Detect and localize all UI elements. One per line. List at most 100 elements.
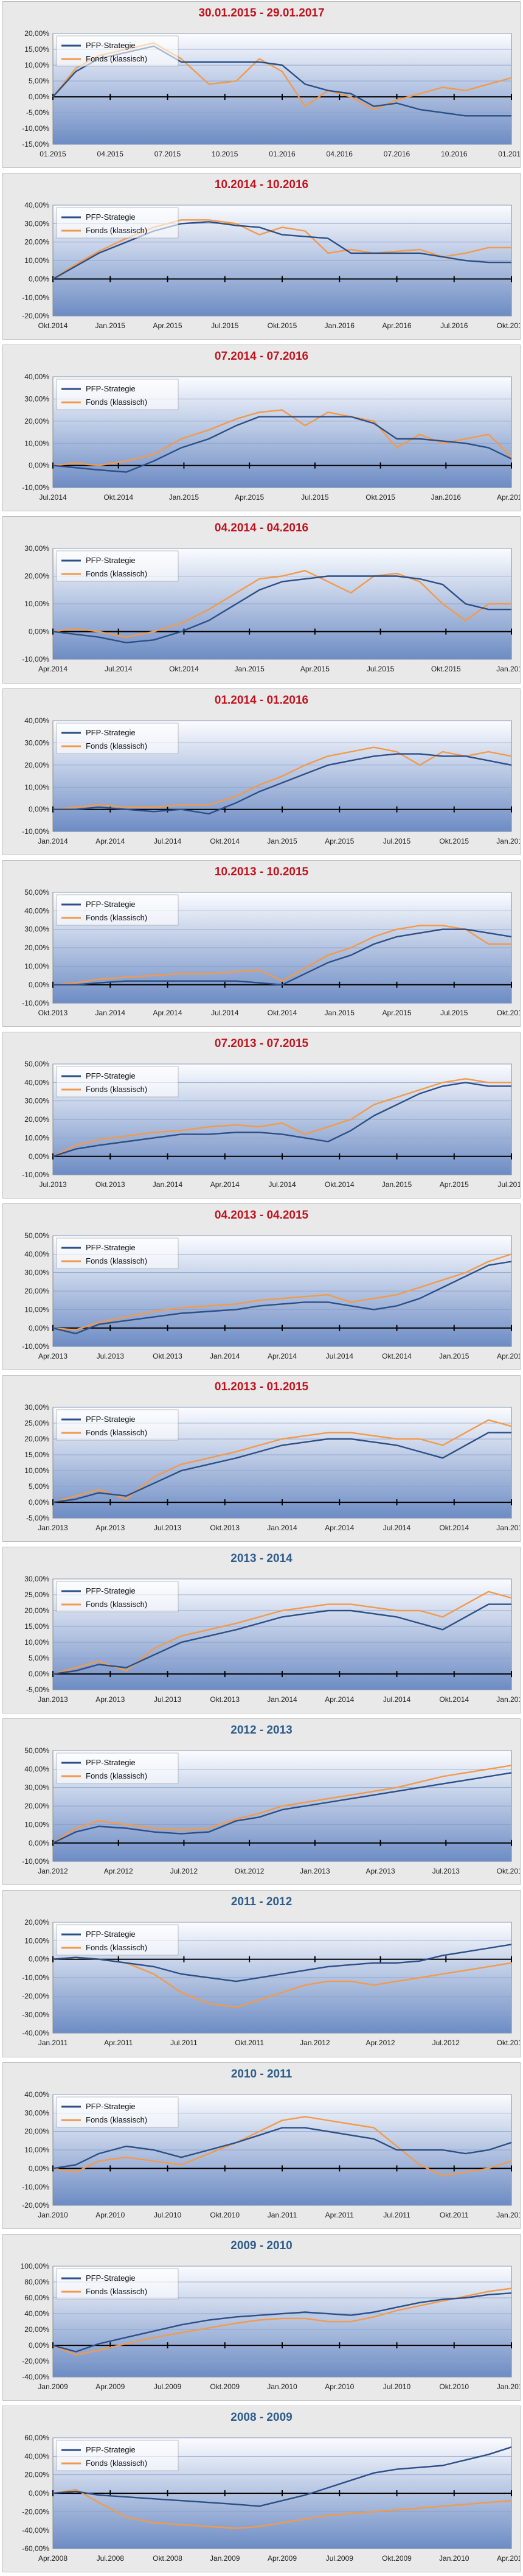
y-tick-label: 30,00%	[24, 544, 49, 553]
x-tick-label: Apr.2015	[440, 1180, 469, 1189]
y-tick-label: 0,00%	[29, 628, 49, 636]
y-tick-label: 40,00%	[24, 2090, 49, 2099]
x-tick-label: Apr.2010	[325, 2382, 354, 2391]
x-tick-label: Jul.2013	[154, 1695, 182, 1704]
y-tick-label: 15,00%	[24, 1451, 49, 1459]
y-tick-label: 10,00%	[24, 1133, 49, 1142]
x-tick-label: Jul.2015	[211, 321, 239, 330]
x-tick-label: Okt.2010	[439, 2382, 469, 2391]
legend-label-fonds: Fonds (klassisch)	[86, 741, 147, 751]
y-tick-label: 0,00%	[29, 1324, 49, 1332]
y-tick-label: 40,00%	[24, 373, 49, 381]
y-tick-label: 20,00%	[24, 29, 49, 38]
y-tick-label: -10,00%	[22, 827, 49, 836]
x-tick-label: Okt.2014	[38, 321, 68, 330]
x-tick-label: Apr.2015	[300, 665, 330, 674]
y-tick-label: 25,00%	[24, 1419, 49, 1427]
y-tick-label: 40,00%	[24, 201, 49, 209]
y-tick-label: 10,00%	[24, 962, 49, 970]
x-tick-label: Apr.2010	[497, 2554, 520, 2563]
series-line-pfp	[52, 2126, 512, 2169]
x-tick-label: Apr.2009	[95, 2382, 125, 2391]
y-tick-label: 0,00%	[29, 461, 49, 470]
x-tick-label: Okt.2014	[382, 1352, 412, 1360]
y-tick-label: 0,00%	[29, 805, 49, 813]
y-tick-label: 40,00%	[24, 1250, 49, 1258]
series-line-pfp	[52, 221, 511, 280]
x-tick-label: Jan.2016	[325, 321, 355, 330]
x-tick-label: Jan.2015	[234, 665, 265, 674]
x-tick-label: Jul.2010	[154, 2211, 182, 2219]
x-tick-label: Okt.2014	[325, 1180, 355, 1189]
series-line-pfp	[52, 1603, 511, 1675]
x-tick-label: Jul.2014	[211, 1009, 239, 1017]
x-tick-label: Apr.2009	[268, 2554, 297, 2563]
x-tick-label: Apr.2011	[325, 2211, 354, 2219]
y-tick-label: -15,00%	[22, 140, 49, 149]
legend-label-pfp: PFP-Strategie	[86, 1243, 136, 1252]
legend-box	[56, 1581, 179, 1612]
x-tick-label: Jan.2011	[497, 2382, 520, 2391]
y-tick-label: 5,00%	[29, 77, 49, 85]
legend-box	[56, 723, 179, 754]
chart-title: 2010 - 2011	[230, 2067, 293, 2081]
y-tick-label: 20,00%	[24, 2127, 49, 2135]
x-tick-label: Apr.2016	[497, 493, 520, 502]
x-tick-label: Okt.2013	[497, 1867, 520, 1875]
y-tick-label: 0,00%	[29, 1839, 49, 1847]
y-tick-label: 0,00%	[29, 1498, 49, 1507]
y-tick-label: 20,00%	[24, 1802, 49, 1810]
x-tick-label: Okt.2009	[210, 2382, 240, 2391]
y-tick-label: 40,00%	[24, 1078, 49, 1087]
legend-box	[56, 1753, 179, 1784]
x-tick-label: Jul.2014	[39, 493, 67, 502]
series-line-pfp	[52, 2446, 512, 2507]
series-line-pfp	[53, 752, 512, 814]
x-tick-label: Okt.2015	[497, 1009, 520, 1017]
legend-label-fonds: Fonds (klassisch)	[86, 1428, 147, 1437]
y-tick-label: 30,00%	[24, 1097, 49, 1105]
series-line-fonds	[52, 1765, 512, 1844]
x-tick-label: Jan.2015	[496, 1524, 520, 1532]
series-line-pfp	[52, 575, 511, 644]
y-tick-label: 20,00%	[24, 1435, 49, 1443]
x-tick-label: Okt.2012	[497, 2039, 520, 2048]
x-tick-label: Jul.2015	[367, 665, 395, 674]
x-tick-label: Apr.2014	[38, 665, 68, 674]
chart-svg: -20,00% -10,00% 0,00% 10,00% 20,00% 30,00% 40,…	[22, 201, 520, 330]
chart-title: 04.2014 - 04.2016	[214, 522, 309, 535]
x-tick-label: Jan.2016	[496, 837, 520, 845]
legend-label-pfp: PFP-Strategie	[86, 212, 136, 222]
legend-box	[56, 1066, 179, 1097]
legend-box	[56, 35, 179, 67]
legend-label-pfp: PFP-Strategie	[86, 384, 136, 393]
y-tick-label: 20,00%	[24, 1606, 49, 1615]
chart-title: 2012 - 2013	[230, 1724, 293, 1737]
chart-panel: 07.2014 - 07.2016 -10,00% 0,00% 10,00% 20,00…	[2, 345, 521, 512]
x-tick-label: Jan.2010	[439, 2554, 469, 2563]
y-tick-label: 30,00%	[24, 1269, 49, 1277]
x-tick-label: Jan.2013	[300, 1867, 330, 1875]
y-tick-label: 40,00%	[24, 2309, 49, 2318]
x-tick-label: Jan.2014	[38, 837, 68, 845]
x-tick-label: Jan.2014	[267, 1695, 297, 1704]
y-tick-label: 30,00%	[24, 1575, 49, 1583]
y-tick-label: 0,00%	[29, 2489, 49, 2497]
legend-box	[56, 894, 179, 925]
chart-panel: 30.01.2015 - 29.01.2017 -15,00% -10,00% -5,…	[2, 1, 521, 169]
x-tick-label: Apr.2013	[38, 1352, 68, 1360]
y-tick-label: 10,00%	[24, 1638, 49, 1647]
series-line-fonds	[52, 1419, 512, 1503]
x-tick-label: Apr.2013	[95, 1695, 125, 1704]
y-tick-label: 20,00%	[24, 417, 49, 425]
y-tick-label: -30,00%	[22, 2011, 49, 2019]
x-tick-label: Okt.2016	[497, 321, 520, 330]
y-tick-label: -10,00%	[22, 1857, 49, 1866]
legend-label-fonds: Fonds (klassisch)	[86, 2287, 147, 2296]
x-tick-label: Jan.2016	[496, 665, 520, 674]
series-line-pfp	[52, 1944, 512, 1983]
x-tick-label: Jan.2011	[38, 2039, 68, 2048]
y-tick-label: 30,00%	[24, 925, 49, 933]
series-line-fonds	[52, 409, 512, 467]
y-tick-label: 15,00%	[24, 45, 49, 54]
